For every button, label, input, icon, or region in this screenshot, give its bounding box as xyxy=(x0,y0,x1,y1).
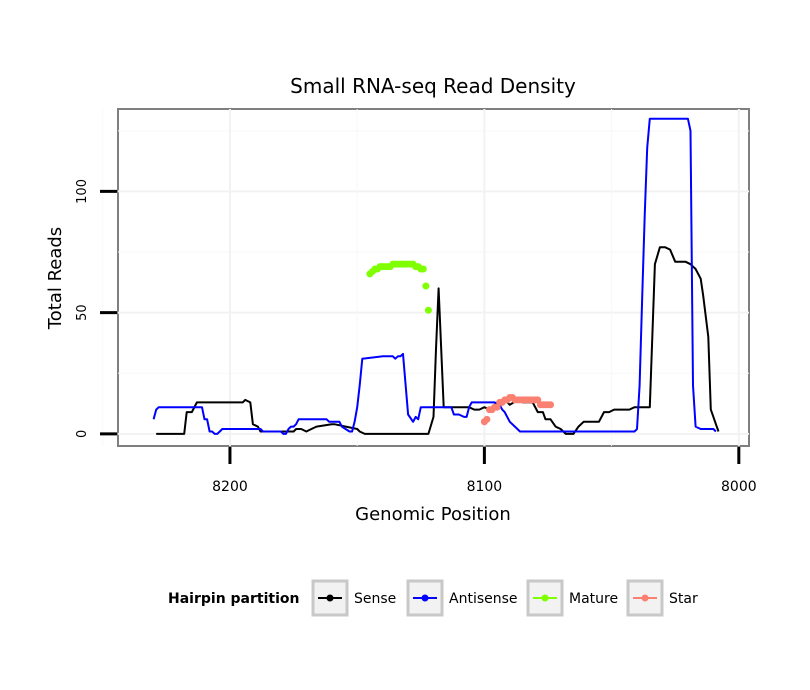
x-axis-label: Genomic Position xyxy=(355,504,511,525)
legend-label-star: Star xyxy=(669,591,698,607)
legend-key-point-mature xyxy=(541,594,549,602)
legend-label-sense: Sense xyxy=(354,591,396,607)
series-point-mature xyxy=(419,265,427,273)
legend-title: Hairpin partition xyxy=(168,591,299,607)
legend: Hairpin partition Sense Antisense Mature St… xyxy=(168,579,698,617)
series-line-antisense xyxy=(152,117,717,435)
x-tick-label: 8100 xyxy=(467,479,503,495)
series-point-star xyxy=(483,415,491,423)
chart-title: Small RNA-seq Read Density xyxy=(290,74,576,98)
data-series xyxy=(152,117,720,435)
y-tick-label: 0 xyxy=(75,430,90,438)
axes: 8200 8100 8000 0 50 100 xyxy=(75,179,757,495)
x-tick-label: 8000 xyxy=(721,479,757,495)
y-tick-label: 50 xyxy=(75,304,90,321)
legend-key-point-sense xyxy=(326,594,334,602)
y-tick-label: 100 xyxy=(75,179,90,204)
legend-key-point-antisense xyxy=(421,594,429,602)
legend-label-antisense: Antisense xyxy=(449,591,518,607)
legend-key-point-star xyxy=(641,594,649,602)
series-point-mature xyxy=(424,306,432,314)
legend-label-mature: Mature xyxy=(569,591,618,607)
x-tick-label: 8200 xyxy=(212,479,248,495)
grid-lines xyxy=(102,109,749,446)
y-axis-label: Total Reads xyxy=(45,227,66,330)
series-point-mature xyxy=(422,282,430,290)
series-point-star xyxy=(547,401,555,409)
